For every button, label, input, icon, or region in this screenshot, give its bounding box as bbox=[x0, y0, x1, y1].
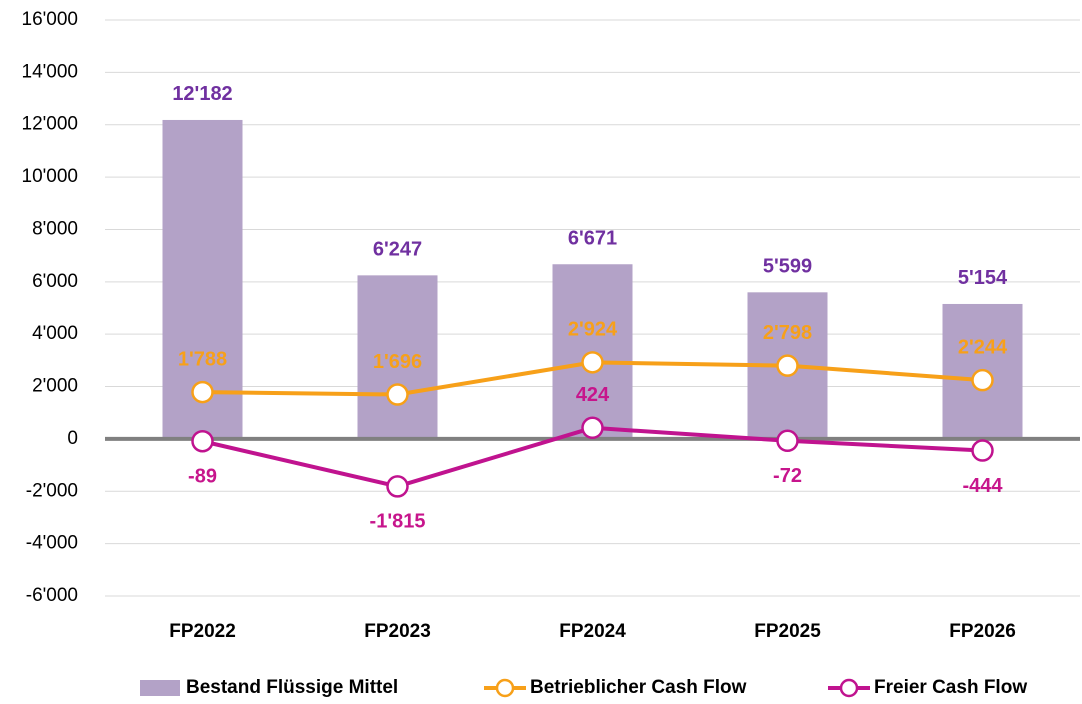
y-tick-label: 16'000 bbox=[22, 9, 78, 30]
y-tick-label: 14'000 bbox=[22, 61, 78, 82]
data-label: 2'924 bbox=[568, 319, 618, 341]
y-tick-label: -6'000 bbox=[26, 585, 78, 606]
marker bbox=[386, 475, 409, 498]
data-label: 6'247 bbox=[373, 239, 422, 261]
data-label: 1'696 bbox=[373, 351, 422, 373]
legend-label: Freier Cash Flow bbox=[874, 677, 1027, 698]
y-tick-label: 10'000 bbox=[22, 166, 78, 187]
legend-label: Bestand Flüssige Mittel bbox=[186, 677, 398, 698]
y-tick-label: -4'000 bbox=[26, 533, 78, 554]
x-tick-label: FP2024 bbox=[559, 621, 626, 642]
legend-marker bbox=[495, 678, 515, 698]
data-label: 5'599 bbox=[763, 256, 812, 278]
legend-swatch bbox=[140, 680, 180, 696]
y-tick-label: 12'000 bbox=[22, 114, 78, 135]
bar bbox=[357, 275, 438, 439]
y-tick-label: 6'000 bbox=[32, 271, 78, 292]
y-tick-label: 4'000 bbox=[32, 323, 78, 344]
data-label: 424 bbox=[576, 384, 610, 406]
marker bbox=[191, 429, 214, 453]
marker bbox=[776, 354, 799, 377]
marker bbox=[971, 368, 994, 392]
x-tick-label: FP2023 bbox=[364, 621, 431, 642]
marker bbox=[581, 416, 604, 440]
data-label: 2'798 bbox=[763, 322, 812, 344]
marker bbox=[191, 380, 214, 404]
data-label: -444 bbox=[962, 475, 1003, 497]
x-tick-label: FP2026 bbox=[949, 621, 1016, 642]
data-label: 2'244 bbox=[958, 336, 1008, 358]
marker bbox=[581, 351, 604, 374]
y-tick-label: 8'000 bbox=[32, 218, 78, 239]
y-tick-label: -2'000 bbox=[26, 480, 78, 501]
data-label: -1'815 bbox=[370, 511, 426, 533]
data-label: 6'671 bbox=[568, 228, 617, 250]
data-label: 1'788 bbox=[178, 348, 227, 370]
y-tick-label: 2'000 bbox=[32, 376, 78, 397]
marker bbox=[776, 429, 799, 453]
legend-marker bbox=[839, 678, 859, 698]
marker bbox=[971, 439, 994, 462]
marker bbox=[386, 383, 409, 406]
x-tick-label: FP2022 bbox=[169, 621, 236, 642]
data-label: -89 bbox=[188, 466, 217, 488]
data-label: 12'182 bbox=[172, 83, 232, 105]
x-tick-label: FP2025 bbox=[754, 621, 821, 642]
data-label: -72 bbox=[773, 465, 802, 487]
data-label: 5'154 bbox=[958, 267, 1008, 289]
legend-label: Betrieblicher Cash Flow bbox=[530, 677, 747, 698]
y-tick-label: 0 bbox=[67, 428, 78, 449]
